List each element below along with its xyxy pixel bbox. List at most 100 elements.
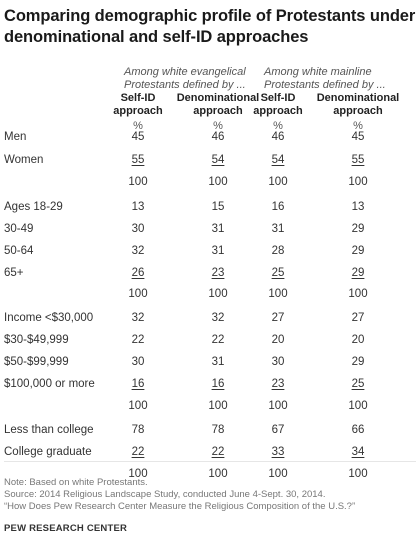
cell-value: 16 xyxy=(211,378,225,390)
table-cell: 30 xyxy=(113,355,163,369)
cell-value: 28 xyxy=(271,245,285,257)
total-cell: 100 xyxy=(333,467,383,481)
total-cell: 100 xyxy=(253,399,303,413)
table-cell: 55 xyxy=(333,153,383,167)
table-cell: 30 xyxy=(253,355,303,369)
cell-value: 22 xyxy=(131,334,145,346)
table-cell: 31 xyxy=(193,244,243,258)
cell-value: 30 xyxy=(271,356,285,368)
group-header-mainline: Among white mainline Protestants defined… xyxy=(264,66,386,91)
total-cell: 100 xyxy=(113,467,163,481)
cell-value: 100 xyxy=(348,176,368,188)
cell-value: 27 xyxy=(271,312,285,324)
table-cell: 29 xyxy=(333,244,383,258)
cell-value: 100 xyxy=(208,400,228,412)
cell-value: 22 xyxy=(131,446,145,458)
cell-value: 66 xyxy=(351,424,365,436)
column-header-evangelical-self-id: Self-ID approach xyxy=(113,92,163,117)
total-cell: 100 xyxy=(113,399,163,413)
table-cell: 27 xyxy=(253,311,303,325)
table-cell: 26 xyxy=(113,266,163,280)
table-cell: 20 xyxy=(253,333,303,347)
cell-value: 100 xyxy=(128,468,148,480)
unit-label: % xyxy=(213,120,223,132)
cell-value: 100 xyxy=(128,400,148,412)
row-label: College graduate xyxy=(4,446,92,458)
row-label: $50-$99,999 xyxy=(4,356,69,368)
cell-value: 30 xyxy=(131,356,145,368)
group-header-evangelical: Among white evangelical Protestants defi… xyxy=(124,66,246,91)
table-cell: 30 xyxy=(113,222,163,236)
table-cell: 45 xyxy=(333,130,383,144)
table-cell: 45 xyxy=(113,130,163,144)
table-cell: 66 xyxy=(333,423,383,437)
cell-value: 45 xyxy=(351,131,365,143)
table-cell: 55 xyxy=(113,153,163,167)
row-label: 65+ xyxy=(4,267,24,279)
cell-value: 46 xyxy=(211,131,225,143)
cell-value: 20 xyxy=(271,334,285,346)
row-label: Men xyxy=(4,131,27,143)
cell-value: 31 xyxy=(271,223,285,235)
cell-value: 100 xyxy=(268,288,288,300)
table-cell: 29 xyxy=(333,355,383,369)
row-label: Income <$30,000 xyxy=(4,312,94,324)
cell-value: 100 xyxy=(128,176,148,188)
table-cell: 16 xyxy=(253,200,303,214)
table-cell: 32 xyxy=(113,244,163,258)
cell-value: 16 xyxy=(271,201,285,213)
table-cell: 46 xyxy=(253,130,303,144)
cell-value: 100 xyxy=(208,288,228,300)
column-header-mainline-self-id: Self-ID approach xyxy=(253,92,303,117)
table-cell: 54 xyxy=(253,153,303,167)
table-cell: 25 xyxy=(253,266,303,280)
brand-label: PEW RESEARCH CENTER xyxy=(4,523,128,534)
cell-value: 100 xyxy=(268,400,288,412)
table-cell: 67 xyxy=(253,423,303,437)
table-cell: 32 xyxy=(113,311,163,325)
unit-label: % xyxy=(353,120,363,132)
cell-value: 29 xyxy=(351,223,365,235)
total-cell: 100 xyxy=(193,399,243,413)
row-label: 50-64 xyxy=(4,245,34,257)
table-cell: 34 xyxy=(333,445,383,459)
total-cell: 100 xyxy=(193,287,243,301)
row-label: Women xyxy=(4,154,44,166)
total-cell: 100 xyxy=(253,175,303,189)
cell-value: 100 xyxy=(348,468,368,480)
cell-value: 31 xyxy=(211,245,225,257)
unit-label: % xyxy=(133,120,143,132)
row-label: Ages 18-29 xyxy=(4,201,63,213)
total-cell: 100 xyxy=(333,287,383,301)
cell-value: 25 xyxy=(271,267,285,279)
table-cell: 23 xyxy=(253,377,303,391)
cell-value: 29 xyxy=(351,245,365,257)
divider xyxy=(4,461,416,462)
row-label: $100,000 or more xyxy=(4,378,95,390)
cell-value: 78 xyxy=(211,424,225,436)
cell-value: 29 xyxy=(351,356,365,368)
total-cell: 100 xyxy=(113,175,163,189)
table-cell: 16 xyxy=(193,377,243,391)
table-cell: 46 xyxy=(193,130,243,144)
table-cell: 32 xyxy=(193,311,243,325)
row-label: $30-$49,999 xyxy=(4,334,69,346)
table-cell: 78 xyxy=(193,423,243,437)
cell-value: 100 xyxy=(268,176,288,188)
total-cell: 100 xyxy=(333,175,383,189)
source-text: Source: 2014 Religious Landscape Study, … xyxy=(4,489,326,500)
cell-value: 13 xyxy=(131,201,145,213)
cell-value: 31 xyxy=(211,356,225,368)
table-cell: 78 xyxy=(113,423,163,437)
note-text: Note: Based on white Protestants. xyxy=(4,477,148,488)
cell-value: 22 xyxy=(211,334,225,346)
table-cell: 13 xyxy=(113,200,163,214)
cell-value: 33 xyxy=(271,446,285,458)
table-cell: 22 xyxy=(193,445,243,459)
table-cell: 31 xyxy=(193,355,243,369)
cell-value: 45 xyxy=(131,131,145,143)
total-cell: 100 xyxy=(253,287,303,301)
table-cell: 22 xyxy=(113,445,163,459)
table-cell: 13 xyxy=(333,200,383,214)
table-cell: 28 xyxy=(253,244,303,258)
